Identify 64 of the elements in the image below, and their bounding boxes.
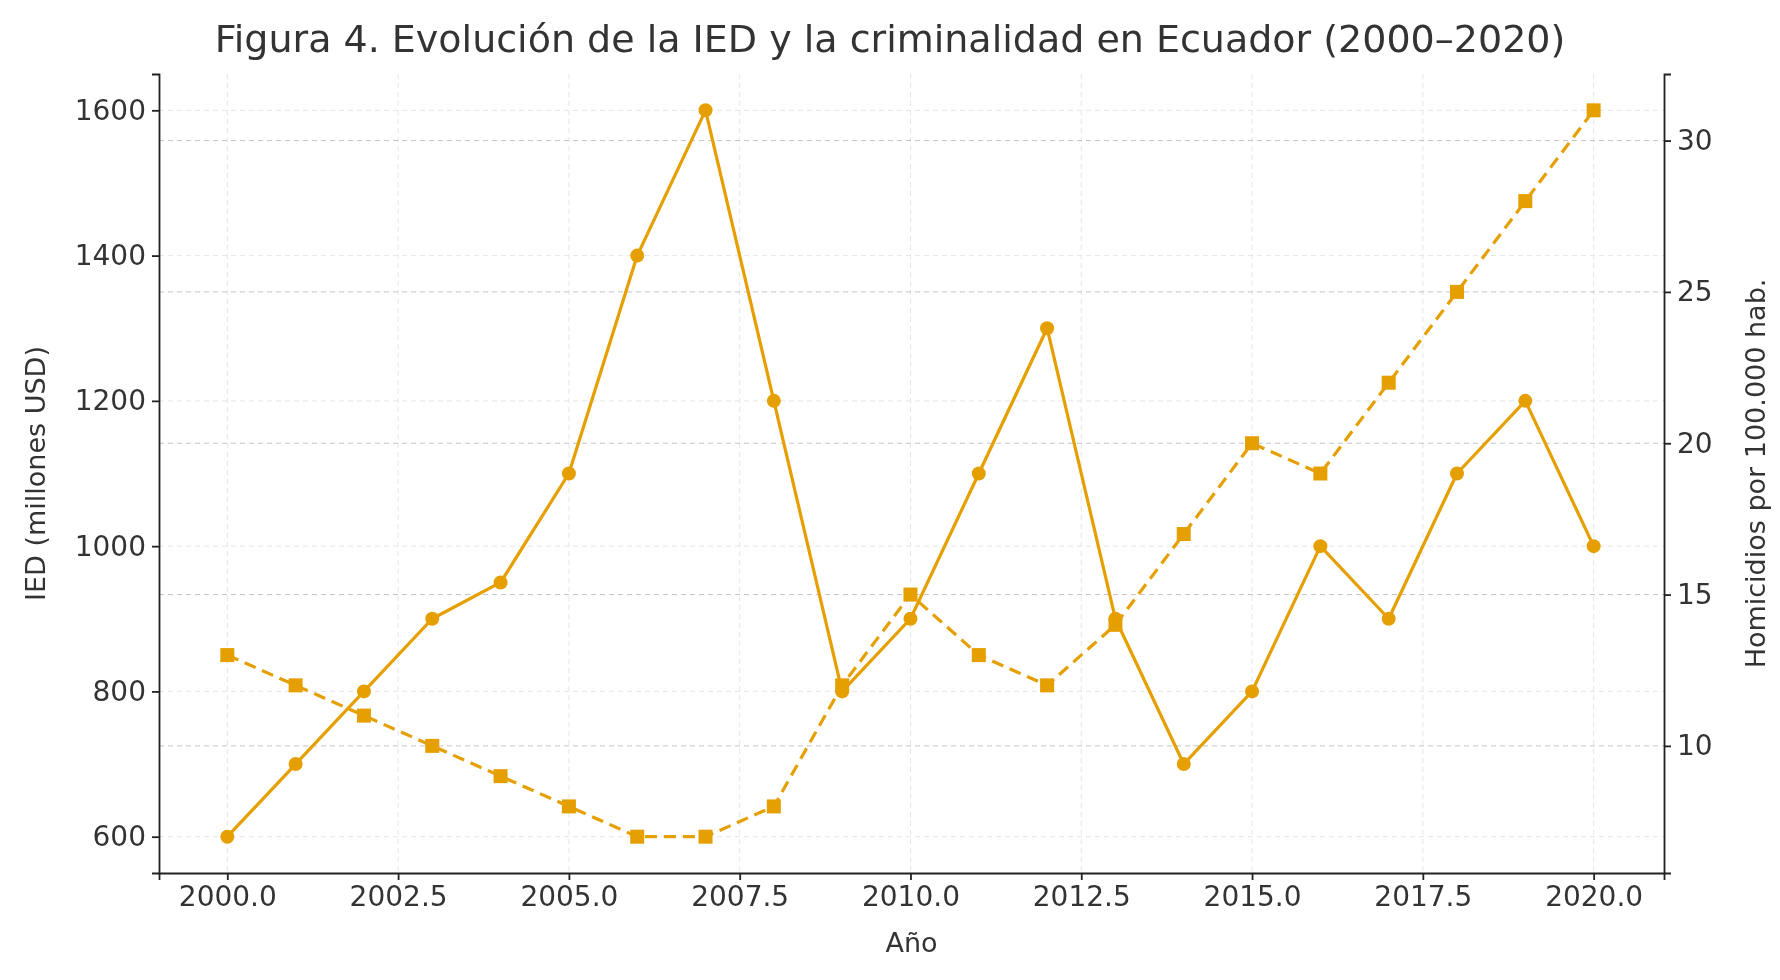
x-tick-label: 2010.0 [861, 879, 960, 913]
x-tick-label: 2005.0 [520, 879, 619, 913]
point [425, 611, 440, 626]
y-tick-label: 1400 [74, 239, 146, 273]
point [1518, 194, 1533, 209]
y-tick-label: 1200 [74, 384, 146, 418]
point [903, 587, 918, 602]
point [1586, 539, 1601, 554]
y-tick-label: 1600 [74, 93, 146, 127]
point [835, 678, 850, 693]
point [220, 648, 235, 663]
x-tick-label: 2017.5 [1374, 879, 1473, 913]
point [561, 466, 576, 481]
point [698, 829, 713, 844]
point [356, 684, 371, 699]
point [1313, 539, 1328, 554]
x-tick-label: 2000.0 [178, 879, 277, 913]
point [288, 757, 303, 772]
point [1450, 284, 1464, 299]
x-tick-label: 2007.5 [691, 879, 790, 913]
y-tick-label: 1000 [74, 529, 146, 563]
point [971, 648, 986, 663]
point [1245, 436, 1260, 451]
point [1176, 527, 1191, 542]
point [903, 611, 918, 626]
point [1313, 466, 1328, 481]
y2-tick-label: 25 [1677, 275, 1713, 309]
y2-tick-label: 10 [1677, 729, 1713, 763]
x-tick-label: 2020.0 [1545, 879, 1644, 913]
y-axis-title: IED (millones USD) [20, 346, 51, 601]
point [1245, 684, 1260, 699]
point [630, 829, 645, 844]
point [766, 799, 781, 814]
point [1586, 103, 1601, 118]
point [1108, 617, 1123, 632]
point [220, 829, 235, 844]
y-tick-label: 600 [92, 820, 146, 854]
y-tick-label: 800 [92, 674, 146, 708]
point [493, 769, 508, 784]
point [1176, 757, 1191, 772]
point [1381, 611, 1396, 626]
point [630, 248, 645, 263]
chart-title: Figura 4. Evolución de la IED y la criminalidad en Ecuador (2000–2020) [214, 17, 1566, 61]
point [425, 738, 440, 753]
point [766, 393, 781, 408]
point [561, 799, 576, 814]
point [493, 575, 508, 590]
y2-tick-label: 30 [1677, 124, 1713, 158]
point [288, 678, 303, 693]
y2-tick-label: 20 [1677, 426, 1713, 460]
point [1040, 678, 1055, 693]
x-axis-title: Año [885, 927, 938, 958]
point [1040, 321, 1055, 336]
point [1518, 393, 1533, 408]
x-tick-label: 2002.5 [349, 879, 448, 913]
y2-axis-title: Homicidios por 100.000 hab. [1740, 278, 1771, 669]
point [698, 103, 713, 118]
point [1381, 375, 1396, 390]
point [356, 708, 371, 723]
point [971, 466, 986, 481]
y2-tick-label: 15 [1677, 578, 1713, 612]
x-tick-label: 2015.0 [1203, 879, 1302, 913]
point [1450, 466, 1464, 481]
x-tick-label: 2012.5 [1032, 879, 1131, 913]
